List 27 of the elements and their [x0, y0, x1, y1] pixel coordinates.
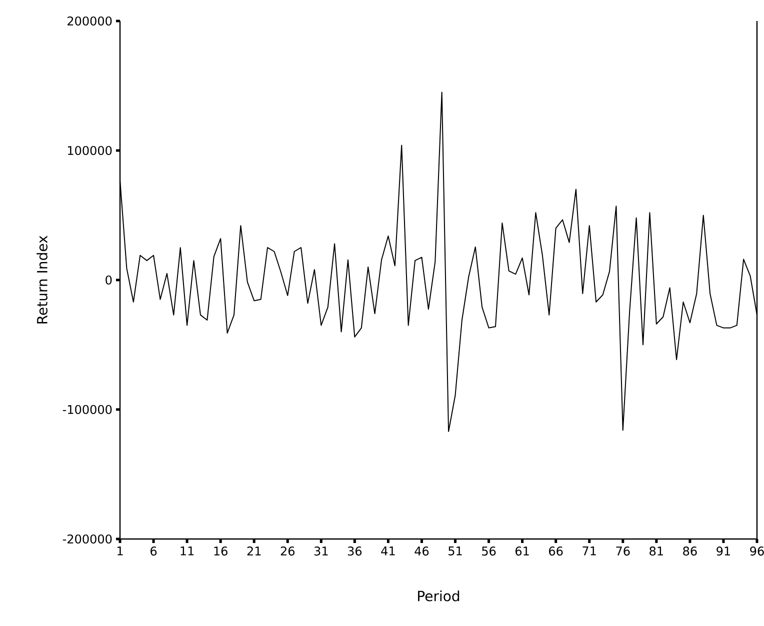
x-tick-label: 31 — [314, 546, 328, 556]
x-tick-label: 86 — [683, 546, 697, 556]
y-axis-title: Return Index — [36, 236, 48, 324]
x-tick-label: 66 — [549, 546, 563, 556]
x-tick-label: 96 — [750, 546, 764, 556]
x-axis-title: Period — [418, 590, 460, 602]
x-tick-label: 6 — [150, 546, 157, 556]
y-tick-label: 200000 — [68, 16, 112, 26]
x-tick-label: 1 — [118, 546, 123, 556]
x-tick-label: 61 — [516, 546, 529, 556]
x-tick-label: 26 — [280, 546, 295, 556]
x-tick-label: 16 — [214, 546, 228, 556]
x-tick-label: 51 — [448, 546, 462, 556]
y-tick-label: -200000 — [62, 534, 112, 544]
x-tick-label: 81 — [650, 546, 663, 556]
x-tick-label: 46 — [414, 546, 429, 556]
x-tick-label: 71 — [582, 546, 596, 556]
x-tick-label: 21 — [247, 546, 261, 556]
y-tick-label: 0 — [106, 275, 112, 285]
x-tick-label: 56 — [482, 546, 496, 556]
x-tick-label: 76 — [616, 546, 630, 556]
x-tick-label: 41 — [381, 546, 395, 556]
x-tick-label: 36 — [348, 546, 362, 556]
x-tick-label: 91 — [716, 546, 730, 556]
y-tick-label: 100000 — [68, 146, 112, 156]
y-tick-label: -100000 — [62, 404, 112, 414]
x-tick-label: 11 — [180, 546, 194, 556]
